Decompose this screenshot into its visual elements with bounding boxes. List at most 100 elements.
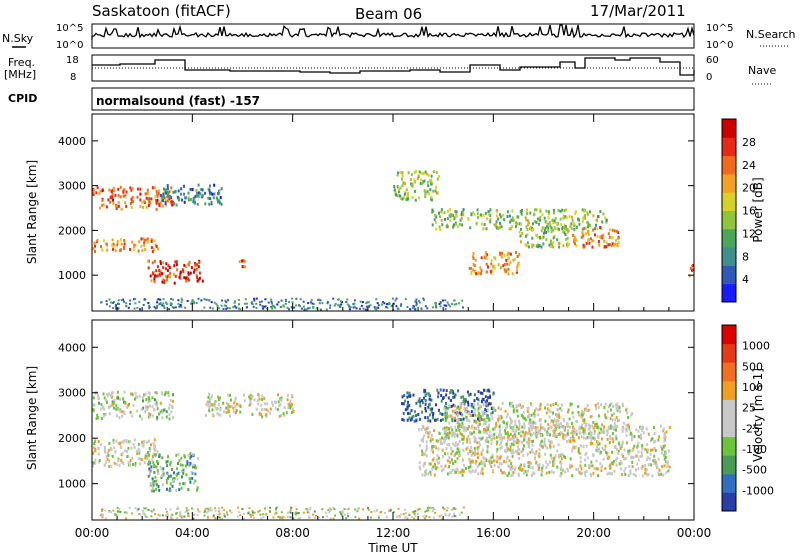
velocity-cell	[218, 507, 221, 509]
velocity-cell	[146, 405, 149, 409]
velocity-cell	[615, 437, 618, 441]
velocity-cell	[184, 482, 187, 486]
velocity-cell	[156, 415, 159, 419]
velocity-cell	[458, 424, 461, 428]
velocity-cell	[588, 466, 591, 470]
power-cell	[115, 207, 118, 210]
velocity-cell	[483, 430, 486, 434]
velocity-cell	[451, 409, 454, 413]
power-cell	[552, 208, 555, 212]
velocity-cell	[481, 448, 484, 452]
velocity-cell	[108, 465, 111, 468]
velocity-cell	[308, 515, 311, 518]
velocity-cell	[507, 435, 510, 439]
power-cell	[192, 200, 195, 203]
power-cell	[503, 254, 506, 258]
velocity-cell	[249, 515, 252, 518]
power-cell	[550, 230, 553, 234]
velocity-cell	[441, 448, 444, 452]
power-cell	[588, 241, 591, 245]
power-cell	[581, 227, 584, 231]
power-cell	[237, 299, 240, 301]
velocity-cell	[534, 457, 536, 461]
power-cell	[194, 194, 197, 198]
power-cell	[417, 174, 420, 178]
velocity-cell	[118, 463, 121, 467]
power-cell	[100, 245, 103, 249]
velocity-cell	[212, 515, 215, 518]
velocity-cell	[439, 439, 442, 443]
velocity-cell	[515, 450, 517, 453]
velocity-cell	[175, 489, 178, 492]
velocity-cell	[618, 406, 621, 410]
velocity-cell	[490, 442, 493, 445]
velocity-cell	[446, 406, 449, 410]
power-cell	[180, 305, 183, 308]
velocity-cell	[413, 512, 416, 515]
velocity-cell	[555, 413, 558, 417]
velocity-cell	[462, 448, 465, 452]
power-cell	[95, 191, 98, 195]
velocity-cell	[503, 421, 506, 425]
power-cell	[487, 210, 490, 214]
velocity-cell	[522, 416, 525, 420]
velocity-cell	[660, 472, 663, 476]
power-cell	[122, 298, 124, 301]
velocity-cell	[649, 452, 652, 456]
power-cell	[543, 216, 546, 220]
velocity-cell	[453, 433, 456, 437]
power-cell	[424, 195, 427, 199]
velocity-cell	[138, 513, 141, 516]
velocity-ylabel: Slant Range [km]	[25, 366, 39, 470]
velocity-cell	[623, 469, 626, 473]
velocity-cell	[217, 516, 220, 519]
power-cell	[173, 190, 176, 194]
power-cell	[617, 231, 620, 235]
velocity-cell	[432, 444, 435, 448]
velocity-cell	[192, 517, 195, 520]
power-cell	[312, 303, 315, 306]
power-cell	[399, 186, 402, 190]
cpid-text: normalsound (fast) -157	[96, 94, 260, 108]
power-cell	[366, 308, 369, 311]
velocity-cell	[495, 424, 498, 428]
velocity-cell	[216, 407, 219, 411]
velocity-cell	[528, 460, 531, 464]
velocity-cell	[247, 512, 250, 515]
velocity-cell	[605, 429, 608, 433]
velocity-cell	[93, 440, 96, 444]
velocity-cell	[392, 511, 395, 514]
velocity-cell	[615, 416, 618, 419]
velocity-cell	[573, 436, 575, 440]
power-cell	[129, 202, 132, 205]
velocity-cell	[486, 445, 489, 448]
velocity-cell	[477, 390, 480, 394]
velocity-cell	[153, 438, 156, 442]
power-cell	[312, 306, 315, 308]
velocity-cell	[609, 436, 612, 440]
velocity-cell	[486, 416, 489, 420]
power-cell	[196, 279, 199, 283]
velocity-cell	[646, 443, 649, 446]
velocity-cell	[651, 474, 654, 478]
power-cell	[166, 199, 169, 203]
velocity-cell	[580, 435, 583, 438]
velocity-cell	[99, 407, 102, 411]
velocity-cell	[286, 516, 289, 518]
velocity-cell	[426, 508, 429, 510]
velocity-cell	[414, 510, 417, 513]
velocity-cell	[165, 415, 168, 419]
power-cell	[611, 242, 614, 246]
power-cell	[440, 218, 443, 222]
power-cell	[495, 214, 498, 218]
velocity-cell	[556, 403, 559, 407]
velocity-cell	[509, 426, 512, 430]
velocity-cell	[223, 410, 225, 414]
power-cell	[460, 210, 463, 214]
velocity-cell	[203, 511, 206, 514]
velocity-cell	[120, 460, 123, 464]
power-cell	[476, 272, 479, 276]
velocity-cell	[615, 463, 618, 467]
power-cell	[592, 214, 595, 218]
